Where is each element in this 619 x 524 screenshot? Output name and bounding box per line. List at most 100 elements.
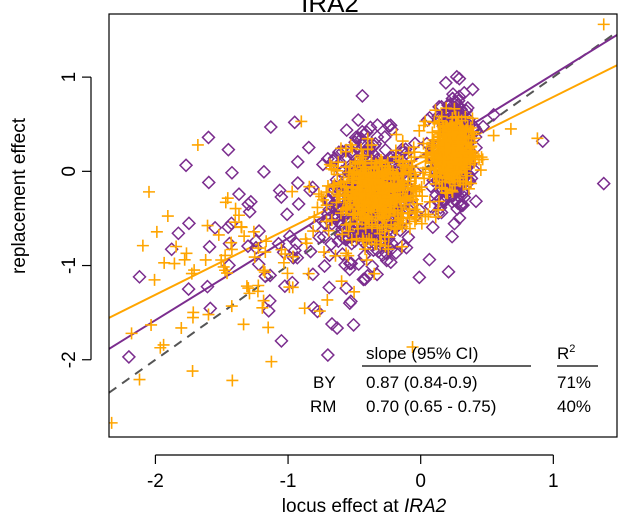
rm-point — [257, 294, 270, 307]
rm-point — [136, 239, 149, 252]
rm-point — [225, 300, 238, 313]
series-rm-points — [109, 18, 610, 429]
y-axis-label: replacement effect — [9, 117, 30, 274]
rm-point — [408, 210, 421, 223]
rm-point — [346, 209, 359, 222]
rm-point — [168, 257, 181, 270]
rm-point — [453, 165, 466, 178]
x-axis-label: locus effect at IRA2 — [282, 496, 447, 517]
rm-point — [240, 280, 253, 293]
rm-point — [212, 228, 225, 241]
by-point — [394, 142, 409, 157]
rm-point — [435, 110, 448, 123]
plot-clip-area — [109, 18, 617, 429]
rm-point — [392, 214, 405, 227]
by-point — [379, 253, 394, 268]
x-axis: -2 -1 0 1 — [147, 454, 559, 492]
by-point — [221, 258, 237, 273]
by-point — [290, 154, 305, 169]
rm-point — [237, 318, 250, 331]
rm-point — [410, 185, 423, 198]
by-point — [355, 124, 370, 139]
rm-point — [356, 180, 369, 193]
rm-point — [361, 211, 374, 224]
rm-point — [318, 246, 331, 259]
by-point — [395, 238, 411, 253]
rm-point — [415, 217, 428, 230]
rm-point — [426, 126, 439, 139]
rm-point — [286, 185, 299, 198]
annotation-header-r2: R2 — [557, 343, 575, 363]
rm-point — [345, 233, 358, 246]
by-point — [596, 176, 611, 191]
rm-point — [368, 267, 381, 280]
rm-point — [474, 164, 487, 177]
rm-point — [342, 249, 355, 262]
by-point — [241, 197, 256, 212]
x-tick-label: -1 — [280, 471, 297, 492]
by-point — [320, 347, 335, 363]
by-point — [301, 140, 316, 155]
by-point — [287, 115, 302, 130]
rm-point — [359, 243, 372, 256]
by-point — [379, 246, 394, 261]
rm-point — [452, 135, 465, 148]
rm-point — [199, 253, 212, 266]
rm-point — [265, 355, 278, 368]
rm-point — [393, 178, 406, 191]
rm-point — [303, 180, 316, 193]
rm-point — [395, 201, 408, 214]
by-point — [121, 349, 136, 364]
rm-point — [451, 158, 464, 171]
rm-point — [428, 116, 441, 129]
rm-point — [191, 138, 204, 151]
by-point — [306, 300, 321, 315]
rm-point — [373, 207, 386, 220]
rm-point — [295, 115, 308, 128]
annotation-header-slope: slope (95% CI) — [366, 344, 478, 363]
by-point — [438, 75, 453, 90]
rm-point — [360, 254, 373, 267]
rm-point — [356, 214, 369, 227]
by-point — [343, 294, 358, 309]
by-point — [465, 82, 480, 97]
rm-point — [440, 102, 453, 115]
by-point — [282, 229, 297, 244]
rm-point — [175, 321, 188, 334]
rm-point — [260, 235, 273, 248]
rm-point — [426, 149, 439, 162]
rm-point — [379, 240, 392, 253]
by-point — [272, 183, 287, 198]
rm-point — [158, 256, 171, 269]
rm-point — [243, 287, 256, 300]
rm-point — [339, 161, 352, 174]
by-point — [322, 280, 337, 295]
rm-point — [357, 204, 370, 217]
by-point — [303, 244, 318, 259]
by-point — [452, 71, 467, 86]
y-tick-label: 0 — [59, 166, 80, 177]
rm-point — [382, 230, 395, 243]
x-axis-label-prefix: locus effect at — [282, 496, 404, 517]
rm-point — [371, 199, 384, 212]
by-point — [289, 236, 304, 251]
rm-point — [238, 230, 251, 243]
rm-point — [248, 251, 261, 264]
annotation-header-r2-sup: 2 — [569, 343, 575, 355]
by-point — [339, 149, 354, 165]
slope-annotation: slope (95% CI) R2 BY 0.87 (0.84-0.9) 71%… — [310, 343, 598, 416]
rm-point — [358, 161, 371, 174]
rm-point — [350, 193, 363, 206]
rm-point — [180, 247, 193, 260]
rm-point — [298, 302, 311, 315]
by-point — [445, 229, 460, 244]
rm-point — [353, 187, 366, 200]
rm-point — [325, 162, 338, 175]
rm-point — [232, 209, 245, 222]
rm-point — [142, 185, 155, 198]
rm-point — [382, 243, 395, 256]
rm-point — [419, 210, 432, 223]
by-point — [315, 157, 331, 172]
by-point — [224, 165, 240, 180]
rm-point — [262, 321, 275, 334]
